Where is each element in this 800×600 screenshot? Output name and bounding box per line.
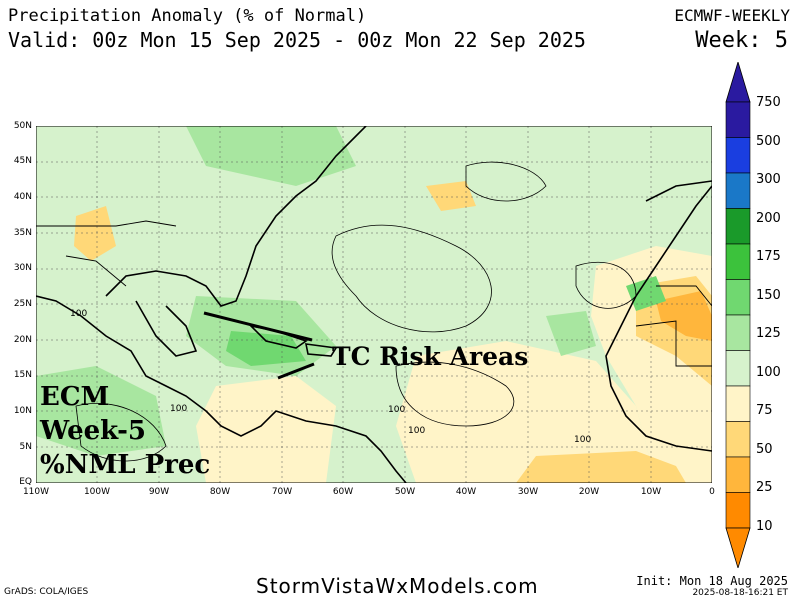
colorbar-label: 150 <box>756 288 781 303</box>
lat-label: 20N <box>13 335 32 345</box>
timestamp: 2025-08-18-16:21 ET <box>692 588 788 598</box>
contour-label: 100 <box>70 309 87 319</box>
dry-patch-atlantic <box>396 341 656 483</box>
colorbar-label: 500 <box>756 134 781 149</box>
lat-label: EQ <box>19 477 32 487</box>
contour-100 <box>75 161 637 462</box>
lon-label: 100W <box>83 487 111 497</box>
wet-patch-nw-africa <box>626 276 666 311</box>
colorbar-swatch <box>725 243 751 280</box>
lat-label: 40N <box>13 192 32 202</box>
lat-label: 45N <box>13 156 32 166</box>
colorbar-swatch <box>725 421 751 458</box>
lat-label: 15N <box>13 370 32 380</box>
lon-label: 50W <box>394 487 416 497</box>
valid-period: Valid: 00z Mon 15 Sep 2025 - 00z Mon 22 … <box>8 28 586 52</box>
ecm-line: Week-5 <box>40 416 147 446</box>
contour-label: 100 <box>574 435 591 445</box>
colorbar-swatch <box>725 172 751 209</box>
lat-label: 35N <box>13 228 32 238</box>
lon-label: 0 <box>709 487 715 497</box>
colorbar-swatch <box>725 350 751 387</box>
lon-label: 60W <box>332 487 354 497</box>
contour-label: 100 <box>388 405 405 415</box>
lat-label: 25N <box>13 299 32 309</box>
lat-label: 10N <box>13 406 32 416</box>
wet-patch-cape-verde <box>546 311 596 356</box>
wet-patch-northeast <box>186 126 356 186</box>
dry-patch-plains <box>74 206 116 261</box>
coastlines <box>36 126 712 483</box>
site-name: StormVistaWxModels.com <box>256 574 539 598</box>
colorbar <box>725 62 751 568</box>
tc-risk-label: TC Risk Areas <box>332 342 529 371</box>
lon-label: 20W <box>578 487 600 497</box>
lon-label: 70W <box>271 487 293 497</box>
lat-label: 50N <box>13 121 32 131</box>
dry-patch-caribbean <box>196 376 336 483</box>
colorbar-label: 25 <box>756 480 773 495</box>
anomaly-map: 100 100 100 100 100 <box>36 126 712 483</box>
lon-label: 30W <box>517 487 539 497</box>
lon-label: 90W <box>148 487 170 497</box>
colorbar-label: 50 <box>756 442 773 457</box>
tc-pointer-lines <box>203 311 315 380</box>
colorbar-label: 75 <box>756 403 773 418</box>
ecm-line: ECM <box>40 382 110 412</box>
contour-label: 100 <box>408 426 425 436</box>
lon-label: 10W <box>640 487 662 497</box>
colorbar-label: 750 <box>756 95 781 110</box>
map-title: Precipitation Anomaly (% of Normal) <box>8 6 367 26</box>
colorbar-swatch <box>725 385 751 422</box>
colorbar-swatch <box>725 137 751 174</box>
ecm-line: %NML Prec <box>40 450 211 480</box>
colorbar-label: 125 <box>756 326 781 341</box>
colorbar-label: 200 <box>756 211 781 226</box>
colorbar-swatch <box>725 492 751 529</box>
colorbar-swatch <box>725 101 751 138</box>
grads-credit: GrADS: COLA/IGES <box>4 587 89 597</box>
colorbar-label: 100 <box>756 365 781 380</box>
dry-patch-northatlantic <box>426 181 476 211</box>
colorbar-top-arrow <box>725 62 751 103</box>
init-time: Init: Mon 18 Aug 2025 <box>636 574 788 588</box>
political-borders <box>36 220 712 367</box>
lon-label: 40W <box>455 487 477 497</box>
dry-africa-max <box>656 291 712 341</box>
lon-label: 110W <box>22 487 50 497</box>
contour-label: 100 <box>170 404 187 414</box>
colorbar-label: 10 <box>756 519 773 534</box>
colorbar-swatch <box>725 456 751 493</box>
lat-label: 5N <box>19 442 32 452</box>
ecm-label: ECM Week-5 %NML Prec <box>40 380 210 482</box>
week-number: Week: 5 <box>695 28 788 53</box>
colorbar-bottom-arrow <box>725 527 751 568</box>
lat-label: 30N <box>13 263 32 273</box>
colorbar-swatch <box>725 314 751 351</box>
model-name: ECMWF-WEEKLY <box>674 6 790 25</box>
colorbar-swatch <box>725 208 751 245</box>
lon-label: 80W <box>209 487 231 497</box>
dry-band-equator <box>516 451 686 483</box>
colorbar-swatch <box>725 279 751 316</box>
colorbar-label: 300 <box>756 172 781 187</box>
colorbar-label: 175 <box>756 249 781 264</box>
